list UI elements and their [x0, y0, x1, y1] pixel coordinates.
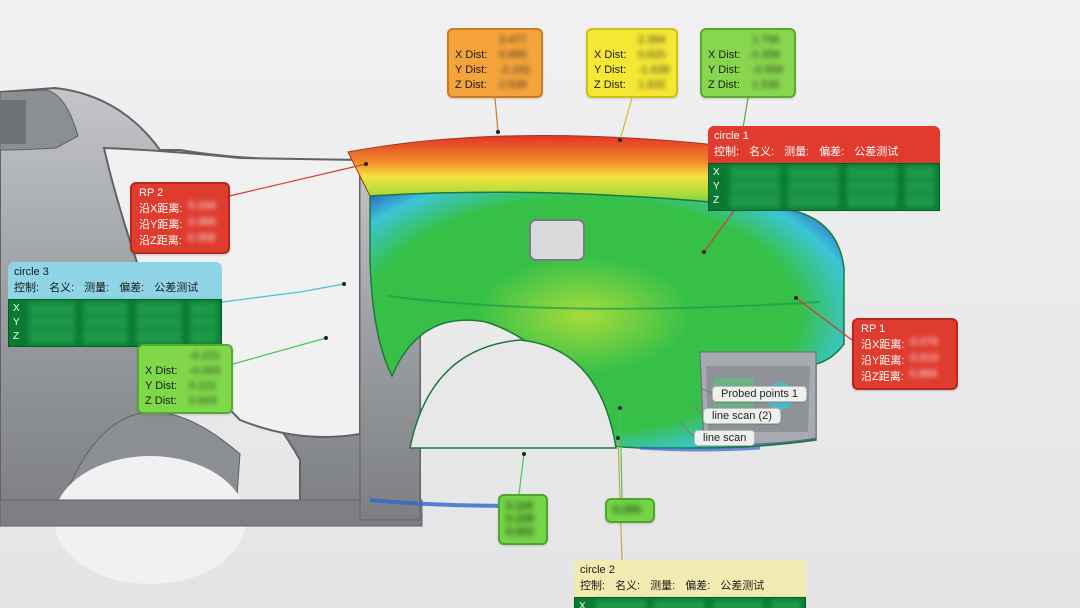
label: 沿Z距离: [139, 232, 182, 248]
col-header: 公差测试 [154, 281, 198, 295]
callout-deviation-2[interactable]: 1.796 X Dist: 0.358 Y Dist: -0.958 Z Dist: 1.5… [700, 28, 796, 98]
value: 0.293 [613, 504, 647, 517]
col-header: 偏差: [119, 281, 144, 295]
callout-circle2[interactable]: circle 2 控制:名义:测量:偏差:公差测试 XYZ [574, 560, 806, 608]
label: Y Dist: [708, 63, 746, 78]
value: 3.477 [499, 33, 527, 48]
value: -0.958 [752, 63, 783, 78]
value: 5.294 [188, 200, 216, 216]
label: Z Dist: [708, 78, 746, 93]
label: X Dist: [594, 48, 632, 63]
callout-deviation-green[interactable]: -0.221 X Dist: -0.003 Y Dist: 0.221 Z Dist: 0… [137, 344, 233, 414]
value: -2.192 [499, 63, 530, 78]
value: 0.076 [910, 336, 938, 352]
callout-title: RP 1 [861, 323, 949, 335]
value: 1.632 [638, 78, 666, 93]
col-header: 测量: [784, 145, 809, 159]
col-header: 偏差: [819, 145, 844, 159]
callout-circle1[interactable]: circle 1 控制: 名义: 测量: 偏差: 公差测试 XYZ [708, 126, 940, 211]
value: 0.003 [189, 394, 217, 409]
row-label: Y [13, 316, 21, 329]
value: 2.394 [638, 33, 666, 48]
value: -1.638 [638, 63, 669, 78]
viewport[interactable]: 3.477 X Dist: 0.955 Y Dist: -2.192 Z Dist: 2.5… [0, 0, 1080, 608]
annotation-pill[interactable]: line scan [694, 430, 755, 446]
value: 0.116 [506, 500, 540, 513]
callout-title: circle 2 [574, 560, 806, 579]
col-header: 测量: [84, 281, 109, 295]
row-label: X [579, 600, 588, 608]
annotation-pill[interactable]: Probed points 1 [712, 386, 807, 402]
label: X Dist: [145, 364, 183, 379]
row-label: Z [13, 330, 21, 343]
row-label: X [13, 302, 21, 315]
annotation-pill[interactable]: line scan (2) [703, 408, 781, 424]
label: 沿Y距离: [139, 216, 182, 232]
value: 2.539 [499, 78, 527, 93]
value: 0.358 [188, 232, 216, 248]
col-header: 公差测试 [854, 145, 898, 159]
value: 0.955 [499, 48, 527, 63]
callout-deviation-1[interactable]: 2.394 X Dist: 0.620 Y Dist: -1.638 Z Dist: 1.6… [586, 28, 678, 98]
label: 沿Z距离: [861, 368, 904, 384]
col-header: 名义: [49, 281, 74, 295]
value: 0.366 [188, 216, 216, 232]
callout-rp1[interactable]: RP 1 沿X距离: 0.076 沿Y距离: 0.919 沿Z距离: 0.884 [852, 318, 958, 390]
callout-stack[interactable]: 0.1160.1090.002 [498, 494, 548, 545]
label: Z Dist: [145, 394, 183, 409]
callout-circle3[interactable]: circle 3 控制: 名义: 测量: 偏差: 公差测试 XYZ [8, 262, 222, 347]
label: Z Dist: [594, 78, 632, 93]
label: Y Dist: [145, 379, 183, 394]
callout-single[interactable]: 0.293 [605, 498, 655, 523]
value: -0.221 [189, 349, 220, 364]
col-header: 测量: [650, 579, 675, 593]
row-label: Z [713, 194, 722, 207]
label: Z Dist: [455, 78, 493, 93]
col-header: 控制: [14, 281, 39, 295]
value: 0.620 [638, 48, 666, 63]
col-header: 名义: [749, 145, 774, 159]
value: 0.919 [910, 352, 938, 368]
label: Y Dist: [455, 63, 493, 78]
label: X Dist: [708, 48, 746, 63]
value: 0.002 [506, 526, 540, 539]
value: 0.109 [506, 513, 540, 526]
row-label: Y [713, 180, 722, 193]
value: 1.796 [752, 33, 780, 48]
callout-deviation-0[interactable]: 3.477 X Dist: 0.955 Y Dist: -2.192 Z Dist: 2.5… [447, 28, 543, 98]
label: 沿X距离: [139, 200, 182, 216]
col-header: 控制: [580, 579, 605, 593]
value: 0.358 [752, 48, 780, 63]
value: 0.221 [189, 379, 217, 394]
callout-title: circle 1 [708, 126, 940, 145]
callout-title: circle 3 [8, 262, 222, 281]
row-label: X [713, 166, 722, 179]
col-header: 控制: [714, 145, 739, 159]
value: 0.884 [910, 368, 938, 384]
col-header: 偏差: [685, 579, 710, 593]
label: 沿X距离: [861, 336, 904, 352]
col-header: 公差测试 [720, 579, 764, 593]
label: Y Dist: [594, 63, 632, 78]
value: 1.536 [752, 78, 780, 93]
callout-rp2[interactable]: RP 2 沿X距离: 5.294 沿Y距离: 0.366 沿Z距离: 0.358 [130, 182, 230, 254]
label: 沿Y距离: [861, 352, 904, 368]
value: -0.003 [189, 364, 220, 379]
label: X Dist: [455, 48, 493, 63]
col-header: 名义: [615, 579, 640, 593]
callout-title: RP 2 [139, 187, 221, 199]
